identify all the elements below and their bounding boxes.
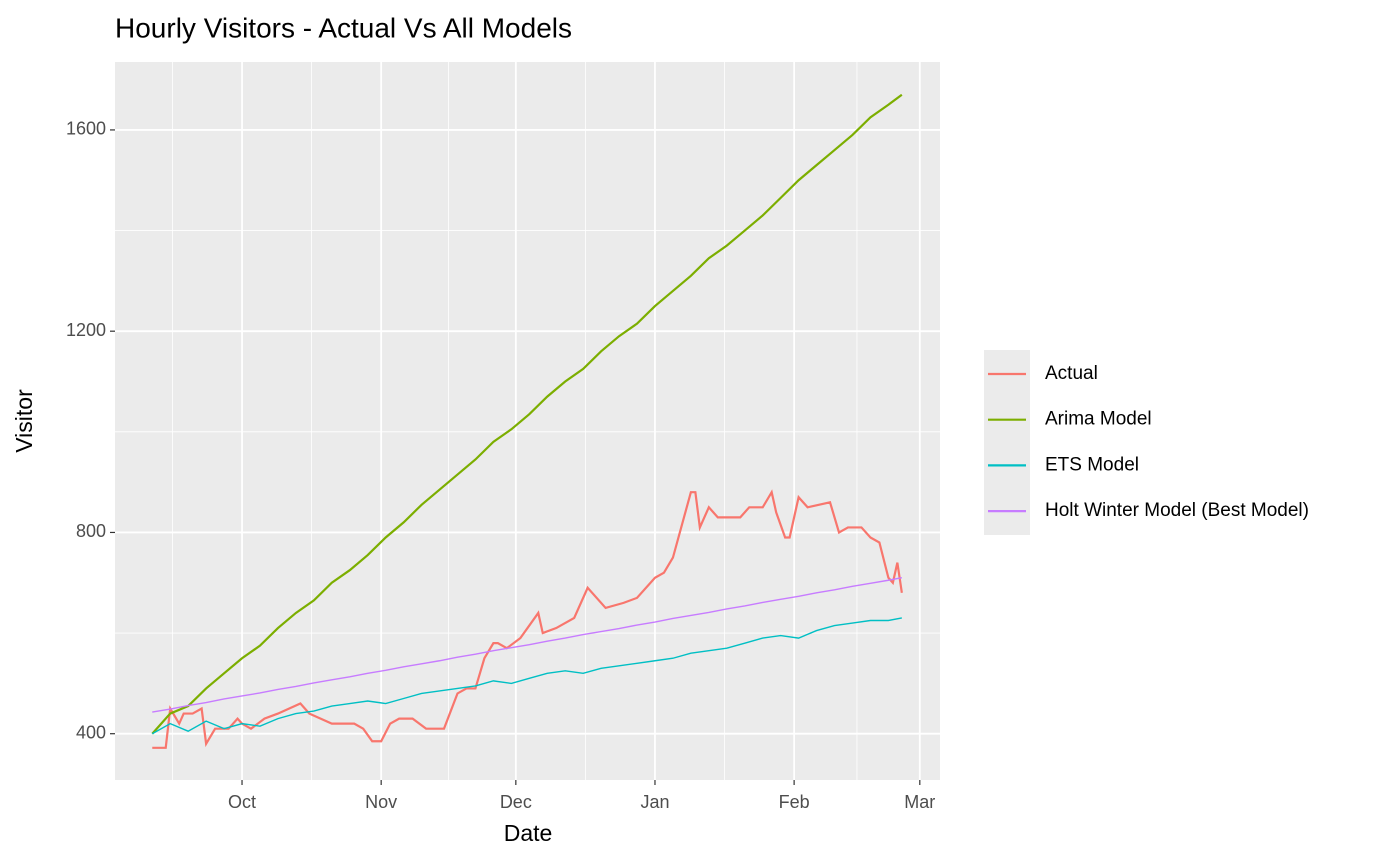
x-axis-title: Date xyxy=(504,820,553,846)
x-tick-label: Nov xyxy=(365,792,397,812)
y-axis-title: Visitor xyxy=(11,389,37,453)
legend-label: Arima Model xyxy=(1045,409,1152,430)
y-tick-label: 1600 xyxy=(66,119,106,139)
x-tick-label: Oct xyxy=(228,792,256,812)
y-tick-label: 800 xyxy=(76,521,106,541)
panel xyxy=(115,62,940,780)
x-tick-label: Feb xyxy=(779,792,810,812)
y-tick-label: 400 xyxy=(76,722,106,742)
series-line xyxy=(152,489,903,749)
series-line xyxy=(151,617,902,735)
legend-label: ETS Model xyxy=(1045,454,1139,475)
series-line xyxy=(151,93,903,735)
series-line xyxy=(152,577,902,713)
y-tick-label: 1200 xyxy=(66,320,106,340)
legend-label: Holt Winter Model (Best Model) xyxy=(1045,500,1309,521)
x-tick-label: Dec xyxy=(500,792,532,812)
x-tick-label: Mar xyxy=(904,792,935,812)
x-tick-label: Jan xyxy=(640,792,669,812)
legend-label: Actual xyxy=(1045,363,1098,384)
legend-key-background xyxy=(984,350,1030,535)
chart-title: Hourly Visitors - Actual Vs All Models xyxy=(115,12,572,43)
